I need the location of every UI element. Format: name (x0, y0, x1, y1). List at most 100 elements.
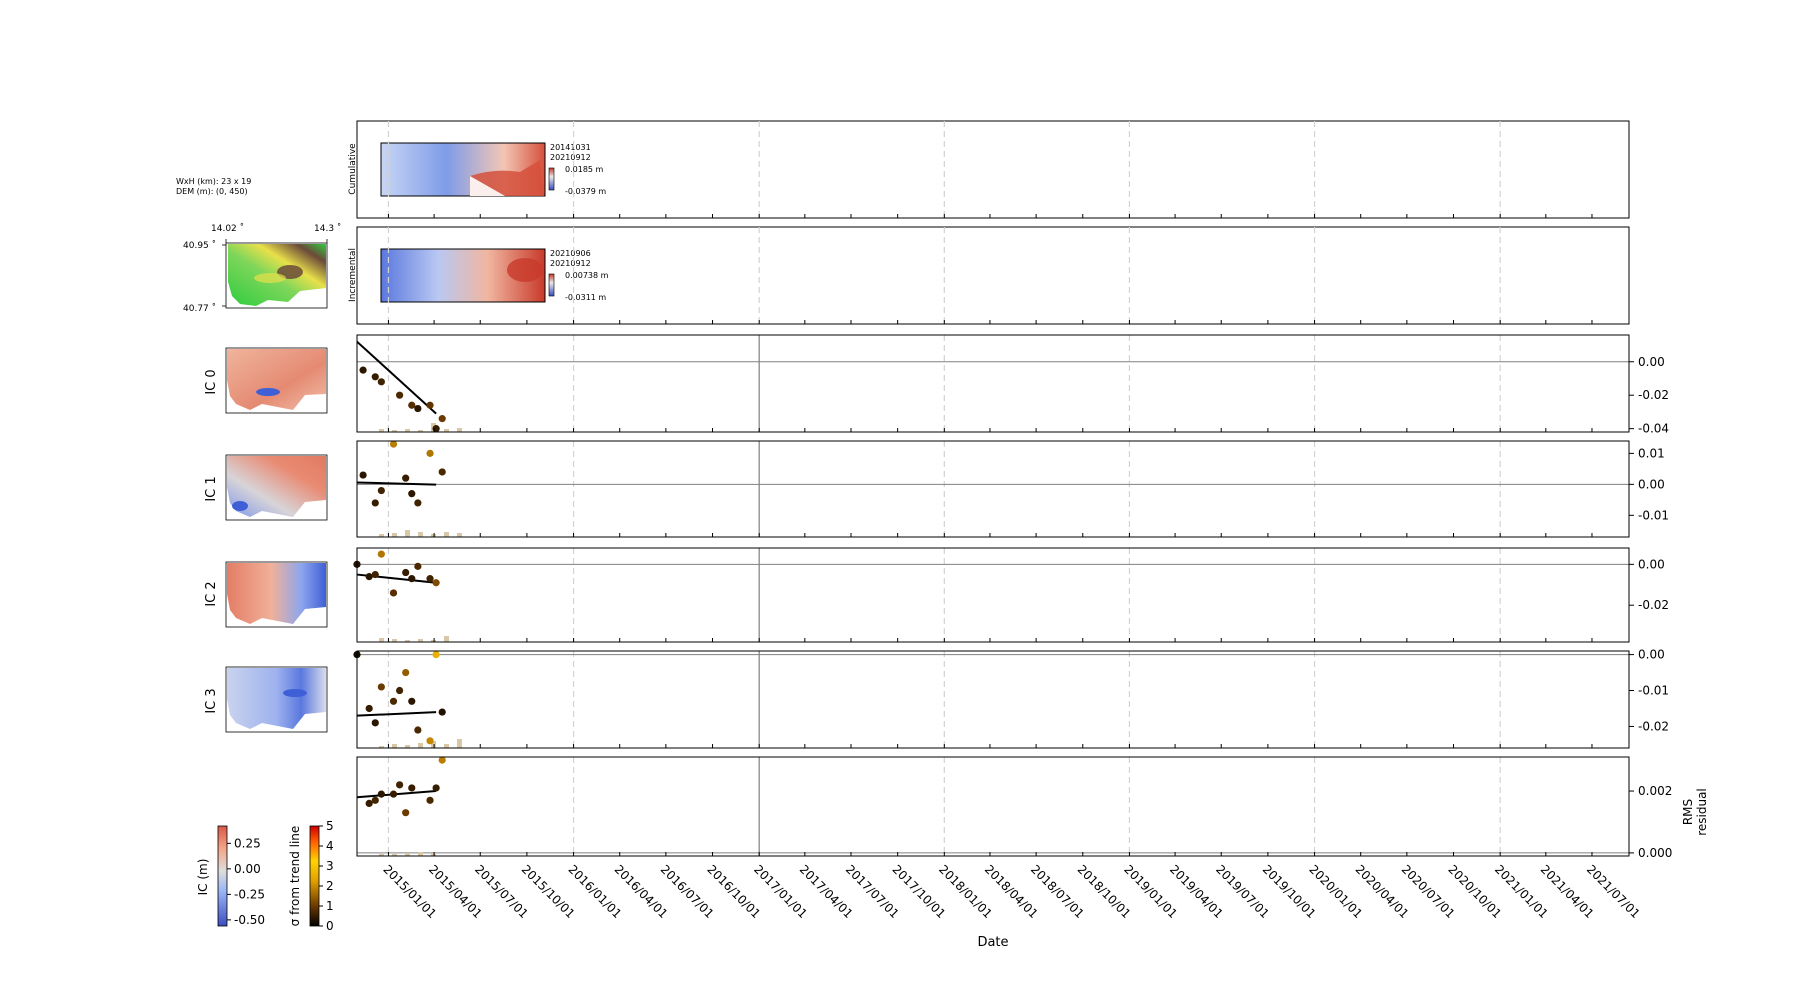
y-tick-label: -0.01 (1638, 684, 1669, 698)
dem-map: 14.02 ˚ 14.3 ˚ 40.95 ˚ 40.77 ˚ (183, 223, 341, 314)
data-point (414, 562, 422, 570)
cumulative-thumbnails (380, 142, 546, 197)
data-point (389, 697, 398, 705)
trend-line (356, 711, 437, 717)
residual-bar (418, 430, 423, 432)
cumulative-date2: 20210912 (550, 153, 591, 162)
data-point (438, 468, 446, 476)
residual-bar (392, 533, 397, 537)
ic-label-2: IC 2 (204, 581, 219, 606)
cumulative-date1: 20141031 (550, 143, 591, 152)
ic-colorbar-ticks: 0.25 0.00 -0.25 -0.50 (227, 836, 265, 927)
data-point (426, 796, 434, 804)
data-point (371, 499, 379, 507)
colorbar-tick-label: 1 (326, 899, 334, 913)
residual-bar (392, 744, 397, 748)
y-tick-label: -0.02 (1638, 388, 1669, 402)
ic-label-3: IC 3 (204, 688, 219, 713)
y-tick-label: 0.00 (1638, 355, 1665, 369)
y-tick-label: 0.00 (1638, 477, 1665, 491)
residual-bar (444, 532, 449, 537)
incremental-thumbnails (380, 248, 546, 303)
lat-top-label: 40.95 ˚ (183, 240, 216, 251)
data-point (408, 490, 416, 498)
rms-residual-timeseries: 0.000 0.002 (356, 756, 1672, 860)
data-point (408, 784, 416, 792)
residual-bar (392, 854, 397, 856)
cumulative-panel: Cumulative 20141031 20210912 0.0185 m -0… (348, 120, 1630, 219)
residual-bar (457, 739, 462, 748)
data-point (377, 486, 385, 495)
data-point (396, 686, 404, 695)
residual-bar (405, 745, 410, 748)
residual-bar (418, 639, 423, 642)
sigma-colorbar-label: σ from trend line (288, 826, 302, 927)
ic2-timeseries: -0.02 0.00 (353, 547, 1669, 643)
data-point (371, 796, 379, 804)
residual-bar (405, 429, 410, 432)
residual-bar (457, 428, 462, 432)
data-point (426, 575, 434, 583)
data-point (408, 697, 416, 705)
data-point (408, 401, 416, 409)
data-point (414, 726, 422, 734)
residual-bar (405, 640, 410, 642)
residual-bar (444, 744, 449, 748)
trend-line (356, 481, 437, 486)
dem-text: DEM (m): (0, 450) (176, 187, 248, 196)
incremental-cb-max: 0.00738 m (565, 271, 609, 280)
sigma-colorbar: σ from trend line 5 4 3 2 1 0 (288, 819, 334, 933)
rms-ylabel-line1: RMS (1681, 799, 1695, 825)
data-point (371, 570, 379, 579)
ic-label-1: IC 1 (204, 476, 219, 501)
y-tick-label: 0.000 (1638, 846, 1672, 860)
date-axis: 2015/01/012015/04/012015/07/012015/10/01… (380, 862, 1642, 921)
cumulative-cb-min: -0.0379 m (565, 187, 606, 196)
residual-bar (379, 429, 384, 432)
data-point (402, 474, 410, 482)
incremental-label: Incremental (348, 248, 358, 302)
ic1-timeseries: -0.01 0.00 0.01 (356, 440, 1669, 538)
colorbar-tick-label: 0.00 (234, 862, 261, 876)
ic-colorbar: IC (m) 0.25 0.00 -0.25 -0.50 (196, 825, 265, 927)
residual-bar (457, 533, 462, 537)
x-axis-label: Date (977, 935, 1008, 950)
data-point (365, 704, 373, 713)
y-tick-label: 0.01 (1638, 446, 1665, 460)
colorbar-tick-label: 0 (326, 919, 334, 933)
ic-map-2 (225, 561, 328, 628)
residual-bar (379, 854, 384, 856)
data-point (438, 708, 446, 716)
residual-bar (405, 853, 410, 856)
colorbar-tick-label: 5 (326, 819, 334, 833)
residual-bar (379, 638, 384, 642)
data-point (414, 404, 422, 413)
ic3-timeseries: -0.02 -0.01 0.00 (353, 648, 1669, 749)
size-text: WxH (km): 23 x 19 (176, 177, 251, 186)
data-point (377, 790, 385, 798)
y-tick-label: -0.01 (1638, 508, 1669, 522)
residual-bar (405, 530, 410, 537)
ic0-timeseries: -0.04 -0.02 0.00 (356, 334, 1669, 436)
data-point (438, 415, 446, 423)
sigma-colorbar-ticks: 5 4 3 2 1 0 (319, 819, 334, 933)
incremental-panel: Incremental 20210906 20210912 0.00738 m … (348, 226, 1630, 325)
residual-bar (392, 639, 397, 642)
data-point (402, 668, 410, 677)
data-point (426, 737, 434, 745)
lat-bottom-label: 40.77 ˚ (183, 303, 216, 314)
ic-colorbar-label: IC (m) (196, 859, 210, 896)
colorbar-tick-label: -0.25 (234, 887, 265, 901)
data-point (414, 499, 422, 507)
data-point (377, 683, 385, 691)
data-point (432, 784, 440, 792)
data-point (371, 373, 379, 381)
data-point (396, 781, 404, 789)
residual-bar (392, 430, 397, 432)
incremental-date2: 20210912 (550, 259, 591, 268)
residual-bar (418, 532, 423, 537)
data-point (432, 650, 440, 659)
data-point (365, 573, 373, 581)
residual-bar (418, 743, 423, 748)
